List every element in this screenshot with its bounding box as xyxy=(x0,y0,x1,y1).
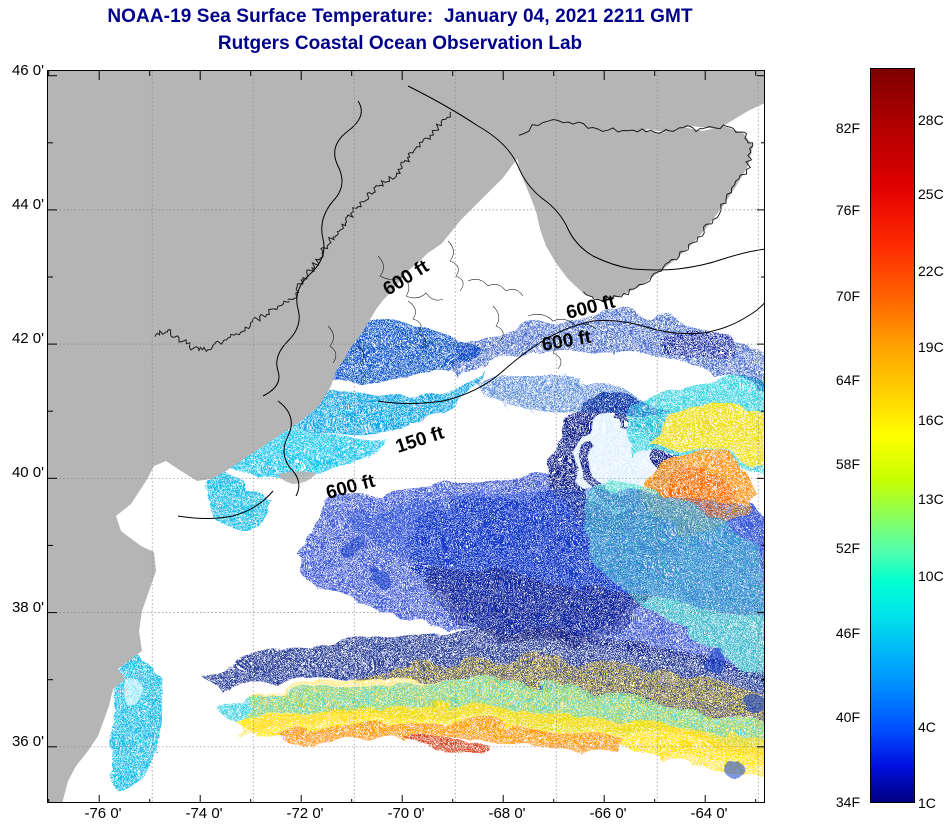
svg-text:150 ft: 150 ft xyxy=(393,422,447,458)
